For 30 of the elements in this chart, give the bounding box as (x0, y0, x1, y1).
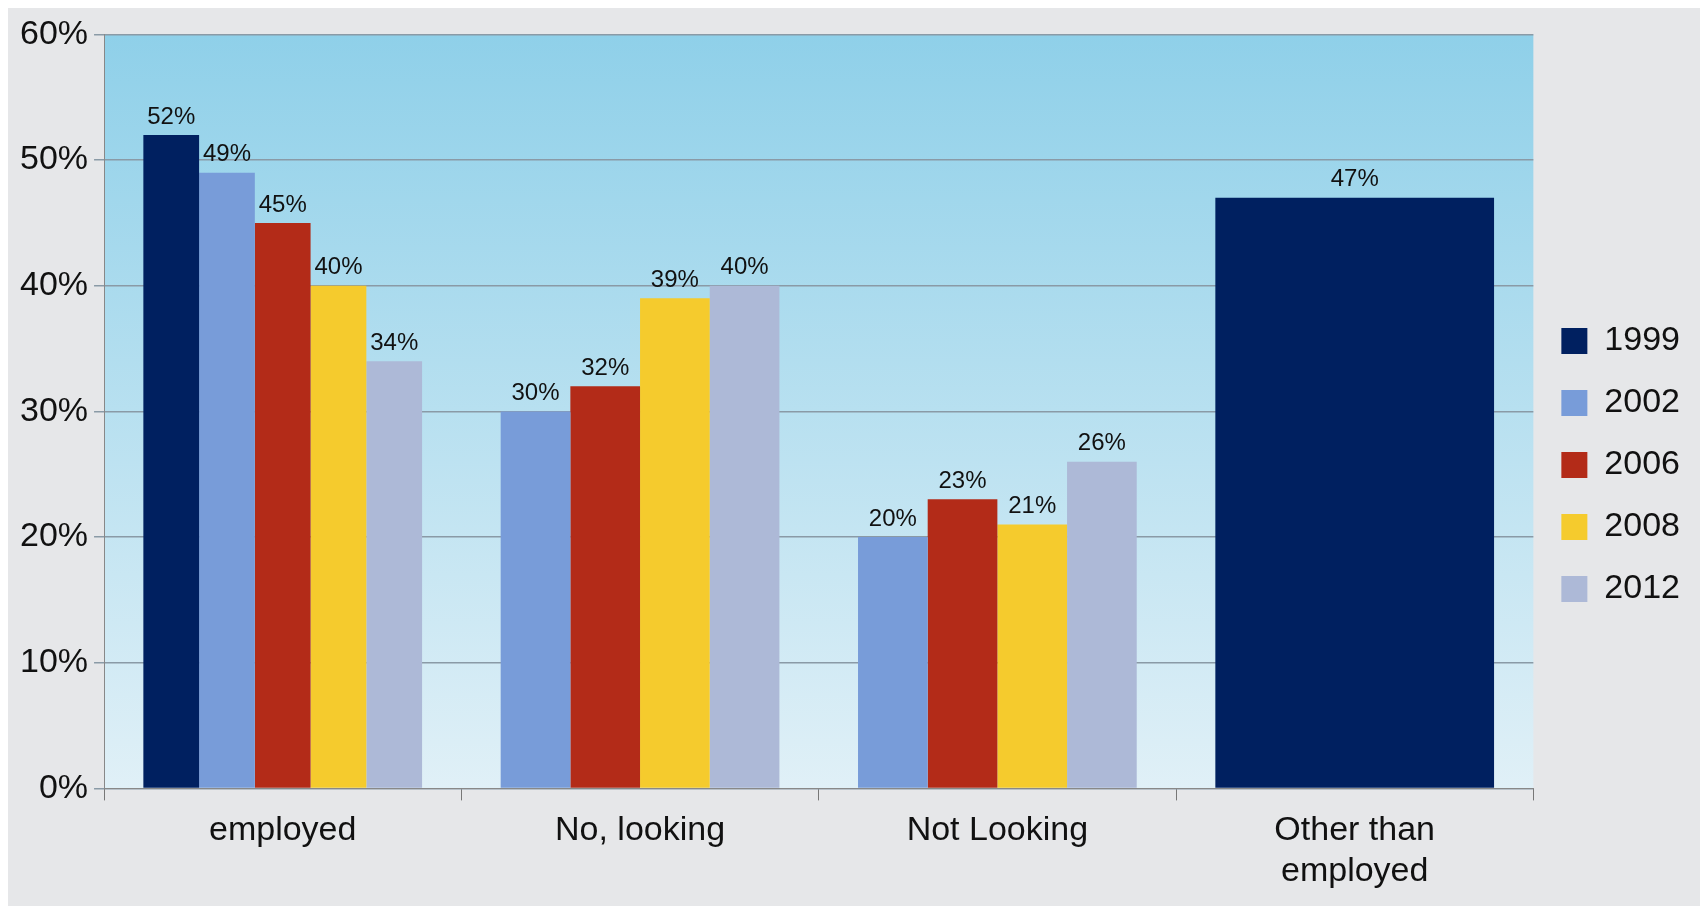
legend-label: 2006 (1604, 443, 1680, 482)
legend-label: 2002 (1604, 381, 1680, 420)
y-tick-label: 10% (19, 641, 89, 680)
data-label: 40% (314, 252, 363, 280)
data-label: 32% (581, 352, 630, 380)
x-tick-label: employed (209, 809, 357, 848)
data-label: 20% (868, 503, 917, 531)
y-tick-label: 0% (38, 766, 89, 805)
data-label: 30% (511, 378, 560, 406)
x-tick-label: Other than employed (1274, 809, 1436, 888)
y-tick-label: 60% (19, 12, 89, 51)
legend-label: 2012 (1604, 567, 1680, 606)
data-label: 23% (938, 465, 987, 493)
data-label: 34% (370, 327, 419, 355)
legend-label: 2008 (1604, 505, 1680, 544)
data-label: 26% (1077, 428, 1126, 456)
data-label: 47% (1330, 164, 1379, 192)
data-label: 52% (147, 101, 196, 129)
data-label: 40% (720, 252, 769, 280)
data-label: 39% (650, 264, 699, 292)
legend-label: 1999 (1604, 319, 1680, 358)
y-tick-label: 30% (19, 389, 89, 428)
y-tick-label: 40% (19, 264, 89, 303)
x-tick-label: Not Looking (906, 809, 1089, 848)
y-tick-label: 50% (19, 138, 89, 177)
data-label: 45% (258, 189, 307, 217)
data-label: 49% (202, 139, 251, 167)
data-label: 21% (1008, 491, 1057, 519)
x-tick-label: No, looking (554, 809, 726, 848)
y-tick-label: 20% (19, 515, 89, 554)
